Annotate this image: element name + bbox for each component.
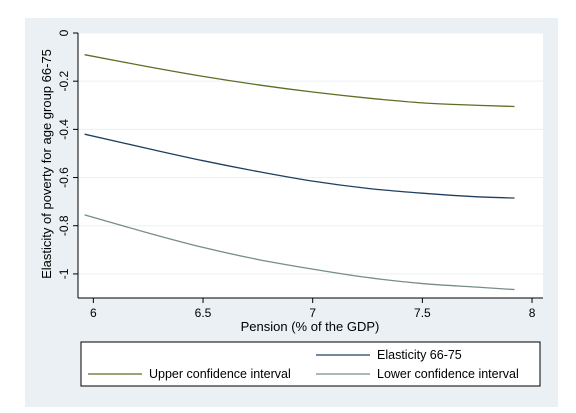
legend-label-elasticity: Elasticity 66-75 <box>377 348 462 362</box>
x-tick-label: 8 <box>529 306 536 320</box>
y-tick-label: -0.6 <box>57 167 71 188</box>
gridlines <box>78 32 543 275</box>
x-tick-label: 6 <box>90 306 97 320</box>
series-lines <box>84 54 515 291</box>
plot-area <box>78 33 543 298</box>
y-axis-label: Elasticity of poverty for age group 66-7… <box>39 49 54 279</box>
x-axis-label: Pension (% of the GDP) <box>241 319 380 334</box>
x-tick-label: 7 <box>309 306 316 320</box>
series-line-elasticity <box>84 133 515 199</box>
axes: 0 -0.2 -0.4 -0.6 -0.8 -1 6 6.5 7 7.5 8 <box>57 29 543 320</box>
legend-box <box>80 341 541 387</box>
legend-label-lower: Lower confidence interval <box>377 367 519 381</box>
y-tick-label: -0.2 <box>57 71 71 92</box>
y-tick-label: -1 <box>57 268 71 279</box>
series-line-upper <box>84 54 515 108</box>
legend: Elasticity 66-75 Upper confidence interv… <box>80 341 541 387</box>
y-tick-label: -0.4 <box>57 119 71 140</box>
series-line-lower <box>84 214 515 291</box>
y-tick-label: 0 <box>57 29 71 36</box>
x-tick-label: 6.5 <box>195 306 212 320</box>
legend-label-upper: Upper confidence interval <box>149 367 291 381</box>
x-tick-label: 7.5 <box>414 306 431 320</box>
y-tick-label: -0.8 <box>57 215 71 236</box>
